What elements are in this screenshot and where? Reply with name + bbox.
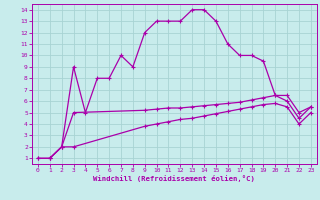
X-axis label: Windchill (Refroidissement éolien,°C): Windchill (Refroidissement éolien,°C)	[93, 175, 255, 182]
